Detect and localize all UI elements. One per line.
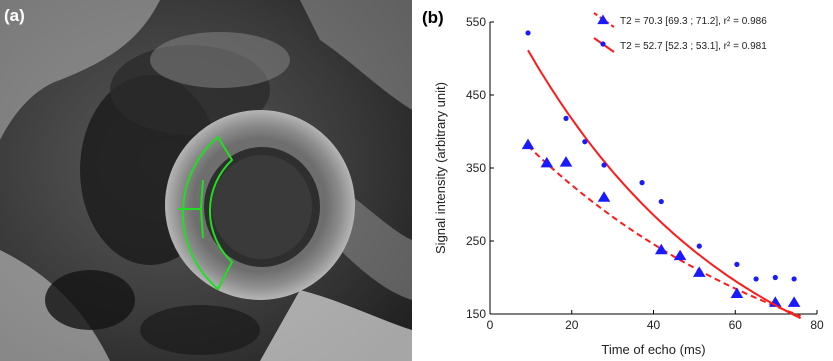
- data-point-dot: [734, 261, 740, 267]
- data-point-dot: [525, 30, 531, 36]
- fit-curve-series-1: [527, 145, 801, 317]
- data-point-dot: [582, 139, 588, 145]
- data-point-dot: [639, 180, 645, 186]
- roi-outline: [178, 135, 234, 291]
- chart-panel: 150 250 350 450 550 0 20 40 60 80 Time of echo (ms…: [412, 0, 833, 361]
- x-tick-label: 60: [729, 318, 743, 332]
- mri-image-panel: (a): [0, 0, 412, 361]
- panel-b-label: (b): [422, 8, 444, 27]
- t2-decay-chart: 150 250 350 450 550 0 20 40 60 80 Time of echo (ms…: [433, 12, 824, 357]
- data-point-dot: [791, 276, 797, 282]
- data-point-dot: [772, 274, 778, 281]
- data-point-dot: [563, 115, 569, 121]
- data-point-triangle: [673, 249, 687, 261]
- data-point-triangle: [597, 191, 611, 202]
- y-tick-label: 450: [466, 88, 486, 102]
- panel-a-label: (a): [4, 6, 25, 25]
- x-tick-label: 0: [487, 318, 494, 332]
- x-tick-label: 20: [565, 318, 579, 332]
- data-point-triangle: [654, 243, 668, 255]
- legend-marker-dot: [600, 41, 606, 47]
- y-tick-label: 550: [466, 15, 486, 29]
- data-point-dot: [601, 162, 607, 168]
- data-point-triangle: [540, 156, 554, 168]
- data-point-triangle: [787, 296, 801, 307]
- legend-entry-series-1: T2 = 70.3 [69.3 ; 71.2], r² = 0.986: [620, 16, 767, 27]
- legend-marker-triangle: [597, 14, 609, 25]
- x-tick-label: 80: [810, 318, 824, 332]
- data-point-dot: [696, 243, 702, 249]
- x-axis-title: Time of echo (ms): [601, 342, 705, 357]
- data-point-dot: [753, 276, 759, 282]
- y-tick-label: 150: [466, 307, 486, 321]
- data-point-triangle: [730, 287, 744, 299]
- y-tick-label: 250: [466, 234, 486, 248]
- fit-curve-series-2: [527, 49, 802, 320]
- data-point-triangle: [559, 156, 573, 167]
- y-axis-title: Signal intensity (arbitrary unit): [433, 82, 448, 254]
- x-tick-label: 40: [647, 318, 661, 332]
- data-point-dot: [658, 198, 664, 205]
- mri-image: [0, 0, 412, 361]
- data-point-triangle: [692, 266, 706, 277]
- data-point-triangle: [521, 138, 535, 150]
- y-tick-label: 350: [466, 161, 486, 175]
- legend-entry-series-2: T2 = 52.7 [52.3 ; 53.1], r² = 0.981: [620, 41, 767, 52]
